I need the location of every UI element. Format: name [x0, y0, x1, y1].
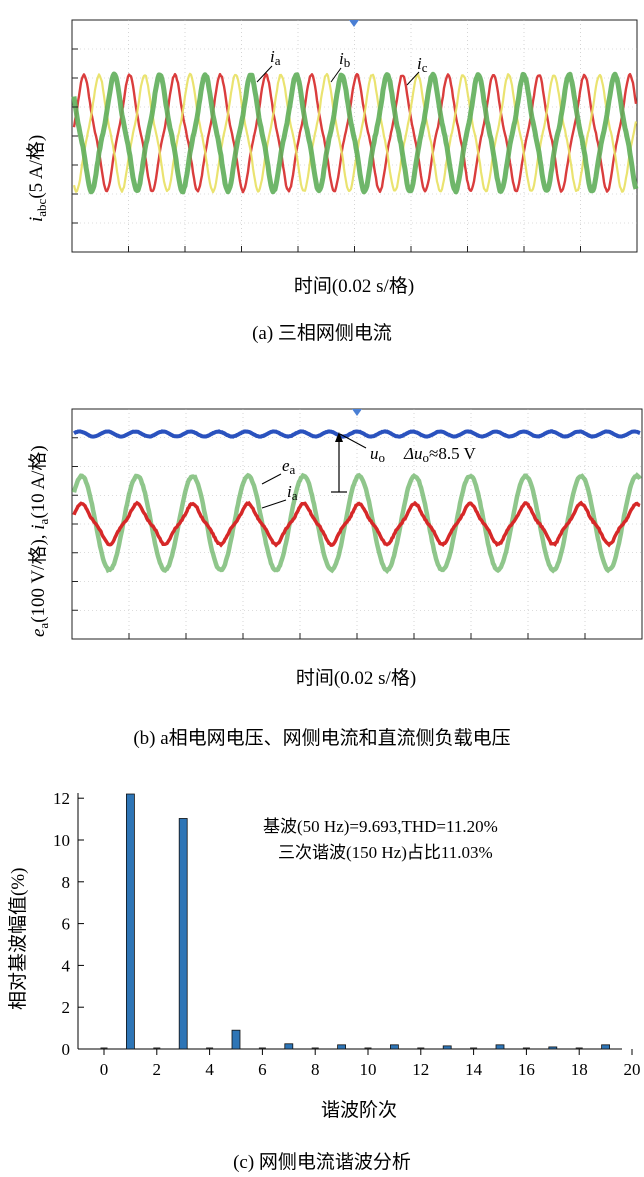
panel-a-caption: (a) 三相网侧电流 — [252, 322, 392, 344]
panel-c-xtick-label: 20 — [624, 1060, 641, 1079]
panel-c-bar-stub — [153, 1048, 160, 1050]
panel-c-xtick-label: 14 — [465, 1060, 483, 1079]
panel-c-bar-h13 — [443, 1046, 451, 1049]
panel-c-xtick-label: 2 — [153, 1060, 162, 1079]
panel-c-xtick-label: 4 — [205, 1060, 214, 1079]
panel-c-bar-h19 — [602, 1045, 610, 1049]
panel-c-xtick-label: 6 — [258, 1060, 267, 1079]
panel-c-xtick-label: 18 — [571, 1060, 588, 1079]
panel-c-bar-h1 — [126, 794, 134, 1049]
panel-c-bar-stub — [365, 1048, 372, 1050]
panel-c-xtick-label: 10 — [360, 1060, 377, 1079]
panel-c-xtick-label: 0 — [100, 1060, 109, 1079]
panel-c-bar-h11 — [390, 1045, 398, 1049]
panel-c-xtick-label: 16 — [518, 1060, 535, 1079]
panel-c-bar-h9 — [338, 1045, 346, 1049]
panel-b-xlabel: 时间(0.02 s/格) — [296, 667, 416, 689]
panel-c-bar-stub — [417, 1048, 424, 1050]
panel-c-bar-h17 — [549, 1047, 557, 1049]
panel-a-xlabel: 时间(0.02 s/格) — [294, 275, 414, 297]
panel-c-xticks: 0 2 4 6 8 10 12 14 16 18 20 — [100, 1049, 641, 1079]
panel-b-ripple-text: Δuo≈8.5 V — [403, 444, 477, 465]
panel-c-bar-h7 — [285, 1044, 293, 1049]
panel-c-annotation-1: 基波(50 Hz)=9.693,THD=11.20% — [263, 817, 498, 836]
panel-c-bar-stub — [523, 1048, 530, 1050]
panel-c-xlabel: 谐波阶次 — [321, 1099, 397, 1121]
panel-c-bar-h3 — [179, 818, 187, 1049]
panel-c-bar-h5 — [232, 1030, 240, 1049]
panel-c-ytick-label: 0 — [62, 1040, 71, 1059]
panel-c-xtick-label: 8 — [311, 1060, 320, 1079]
panel-c-bar-stub — [101, 1048, 108, 1050]
panel-c-bar-stub — [206, 1048, 213, 1050]
panel-c-xtick-label: 12 — [412, 1060, 429, 1079]
panel-c-yticks: 0 2 4 6 8 10 12 — [53, 789, 84, 1059]
panel-c-ytick-label: 4 — [62, 956, 71, 975]
panel-c-bar-h15 — [496, 1045, 504, 1049]
panel-c-bar-stub — [259, 1048, 266, 1050]
panel-c-bar-stub — [470, 1048, 477, 1050]
panel-c-ytick-label: 12 — [53, 789, 70, 808]
panel-c-bar-stub — [312, 1048, 319, 1050]
panel-b-ylabel: ea(100 V/格), ia(10 A/格) — [27, 445, 51, 637]
panel-c-annotation-2: 三次谐波(150 Hz)占比11.03% — [278, 843, 493, 862]
panel-a-chart — [72, 20, 637, 252]
panel-c-caption: (c) 网侧电流谐波分析 — [233, 1151, 411, 1173]
panel-c-ytick-label: 2 — [62, 998, 71, 1017]
panel-c-ytick-label: 8 — [62, 873, 71, 892]
panel-c-ylabel: 相对基波幅值(%) — [7, 868, 29, 1010]
panel-c-bar-stub — [576, 1048, 583, 1050]
panel-c-ytick-label: 6 — [62, 915, 71, 934]
panel-b-caption: (b) a相电网电压、网侧电流和直流侧负载电压 — [133, 727, 510, 749]
panel-a-ylabel: iabc(5 A/格) — [25, 135, 49, 222]
panel-c-ytick-label: 10 — [53, 831, 70, 850]
